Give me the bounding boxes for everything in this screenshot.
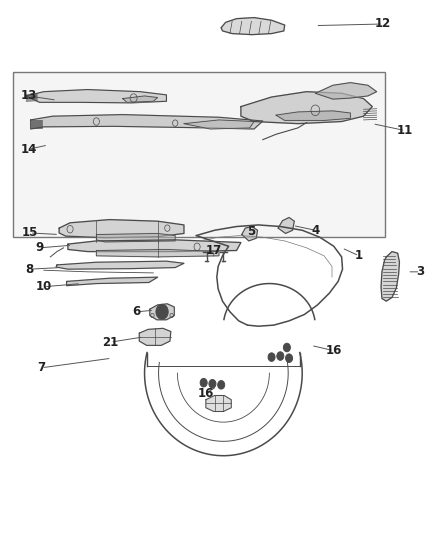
Polygon shape [278,217,294,233]
Polygon shape [59,220,184,238]
Polygon shape [96,233,175,242]
Text: 10: 10 [35,280,52,293]
Text: 16: 16 [198,387,214,400]
Polygon shape [276,111,350,120]
Polygon shape [123,96,158,102]
Polygon shape [206,395,231,411]
Text: 6: 6 [133,305,141,318]
Polygon shape [68,240,241,252]
Circle shape [156,304,168,319]
Polygon shape [242,227,258,241]
Polygon shape [26,90,166,103]
Text: 14: 14 [20,143,37,156]
Polygon shape [241,92,372,124]
Circle shape [286,354,293,362]
Text: 8: 8 [26,263,34,276]
Text: 9: 9 [35,241,43,254]
Text: 21: 21 [102,336,119,349]
Polygon shape [221,18,285,35]
Polygon shape [184,120,254,129]
Text: 17: 17 [205,244,222,257]
Text: 15: 15 [21,227,38,239]
Polygon shape [96,249,219,257]
Text: 7: 7 [38,361,46,374]
Polygon shape [31,115,263,129]
Polygon shape [381,252,399,301]
Text: 5: 5 [247,225,255,238]
Circle shape [268,353,275,361]
Text: 1: 1 [355,249,363,262]
Text: 16: 16 [325,344,342,357]
Text: 4: 4 [311,224,319,237]
Text: 3: 3 [417,265,424,278]
Polygon shape [67,277,158,286]
Text: 11: 11 [397,124,413,137]
Text: 12: 12 [375,18,392,30]
Circle shape [200,378,207,387]
Circle shape [209,379,216,388]
Text: 13: 13 [20,90,37,102]
Circle shape [283,343,290,352]
Polygon shape [315,83,377,99]
Circle shape [218,381,225,389]
Polygon shape [150,304,174,320]
Polygon shape [56,261,184,269]
FancyBboxPatch shape [13,72,385,237]
Circle shape [277,352,284,360]
Polygon shape [139,328,171,345]
